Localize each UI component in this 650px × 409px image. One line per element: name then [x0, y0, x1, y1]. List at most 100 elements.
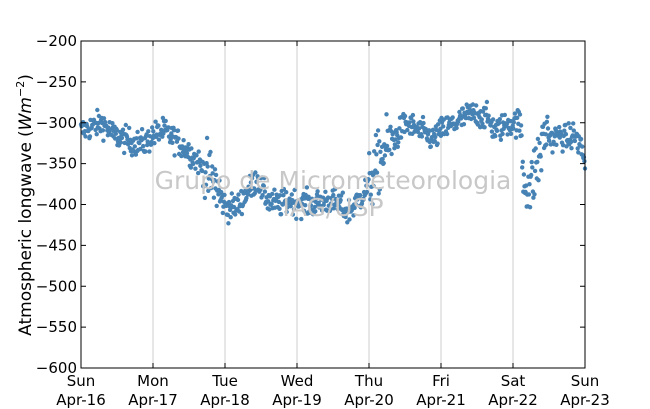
data-point: [245, 192, 251, 197]
data-point: [188, 165, 194, 170]
data-point: [101, 116, 107, 121]
data-point: [376, 191, 381, 196]
data-point: [519, 133, 524, 138]
data-point: [266, 199, 271, 204]
data-point: [196, 170, 201, 176]
data-point: [378, 149, 383, 154]
data-point: [545, 126, 551, 131]
data-point: [319, 208, 325, 213]
data-point: [560, 143, 566, 148]
data-point: [497, 117, 502, 122]
data-point: [199, 168, 205, 174]
data-point: [454, 125, 459, 131]
data-point: [398, 135, 404, 140]
data-point: [548, 142, 553, 147]
x-tick-date: Apr-19: [272, 391, 322, 409]
data-point: [407, 120, 412, 125]
data-point: [557, 135, 562, 140]
data-point: [478, 125, 483, 130]
data-point: [410, 112, 416, 118]
y-tick-label: −250: [36, 73, 77, 91]
data-point: [338, 197, 343, 203]
data-point: [521, 172, 527, 177]
data-point: [294, 199, 299, 204]
data-point: [171, 128, 177, 133]
x-tick-day: Wed: [281, 372, 314, 390]
data-point: [162, 123, 167, 128]
data-point: [571, 121, 576, 126]
data-point: [330, 197, 335, 202]
data-point: [269, 201, 274, 207]
data-point: [568, 139, 574, 145]
data-point: [512, 111, 518, 116]
data-point: [530, 165, 535, 170]
data-point: [393, 137, 398, 142]
data-point: [389, 151, 394, 157]
data-point: [450, 115, 455, 120]
data-point: [249, 176, 255, 181]
data-point: [543, 132, 548, 137]
y-axis-unit-base: Wm: [16, 97, 36, 130]
data-point: [160, 134, 165, 139]
data-point: [517, 128, 522, 133]
data-point: [526, 192, 532, 197]
data-point: [432, 138, 437, 144]
data-point: [122, 140, 127, 146]
data-point: [143, 149, 148, 154]
y-tick-label: −200: [36, 32, 77, 50]
data-point: [315, 189, 320, 194]
data-point: [517, 112, 523, 117]
data-point: [498, 137, 504, 142]
data-point: [120, 127, 126, 132]
data-point: [206, 188, 211, 193]
data-point: [351, 213, 356, 218]
data-point: [151, 129, 156, 134]
data-point: [435, 122, 441, 127]
data-point: [538, 154, 543, 159]
data-point: [193, 166, 198, 171]
data-point: [147, 149, 152, 154]
data-point: [428, 144, 433, 149]
data-point: [539, 168, 544, 173]
data-point: [535, 136, 541, 142]
data-point: [306, 194, 311, 199]
data-point: [483, 106, 488, 111]
data-point: [190, 161, 196, 167]
data-point: [331, 206, 336, 211]
data-point: [331, 192, 336, 198]
data-point: [277, 193, 283, 198]
data-point: [377, 139, 382, 144]
data-point: [411, 119, 416, 124]
data-point: [523, 183, 529, 188]
data-point: [527, 205, 533, 210]
data-point: [231, 204, 237, 210]
data-point: [123, 122, 128, 128]
data-point: [304, 185, 310, 190]
data-point: [488, 123, 493, 128]
y-axis-title: Atmospheric longwave(Wm−2): [14, 74, 36, 336]
data-point: [204, 161, 209, 166]
data-point: [520, 165, 525, 170]
data-point: [101, 138, 106, 143]
data-point: [346, 197, 352, 203]
data-point: [572, 138, 578, 144]
data-point: [248, 180, 254, 185]
data-point: [262, 175, 267, 181]
data-point: [377, 187, 382, 192]
data-point: [358, 193, 363, 198]
data-point: [323, 189, 328, 194]
x-tick-day: Mon: [137, 372, 169, 390]
data-point: [181, 138, 186, 143]
data-point: [203, 182, 209, 187]
data-point: [196, 149, 201, 154]
data-point: [582, 159, 587, 164]
data-point: [262, 189, 268, 194]
data-point: [493, 133, 498, 139]
data-point: [532, 168, 538, 174]
data-point: [441, 124, 446, 129]
data-point: [374, 152, 379, 157]
data-point: [102, 119, 108, 125]
data-point: [189, 146, 194, 151]
data-point: [276, 199, 282, 205]
x-tick-date: Apr-22: [488, 391, 538, 409]
